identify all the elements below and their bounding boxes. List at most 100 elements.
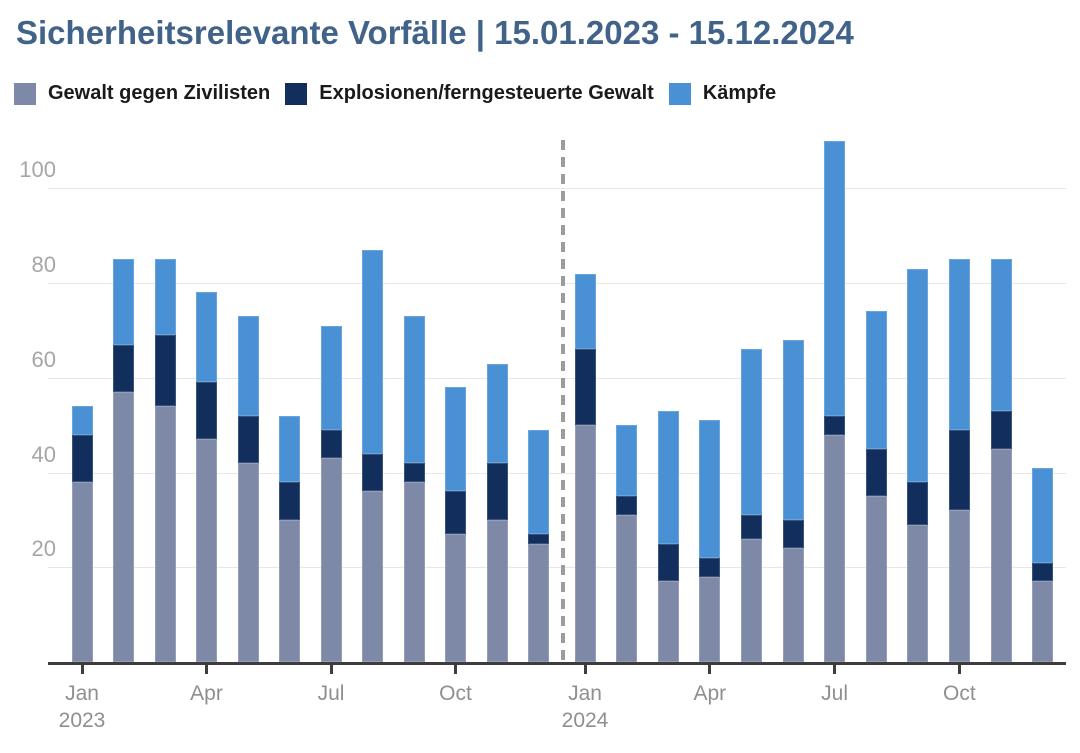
bar-segment: [528, 534, 549, 544]
bar-segment: [782, 339, 804, 520]
bar-segment: [237, 316, 259, 416]
bar-segment: [154, 335, 176, 407]
bar-segment: [740, 538, 762, 662]
bar-segment: [740, 515, 762, 539]
x-axis-line: [48, 662, 1066, 665]
x-axis-label: Jan 2024: [561, 682, 609, 732]
bar-segment: [782, 548, 804, 662]
bar-segment: [1032, 581, 1054, 662]
bar-segment: [865, 311, 887, 449]
bar-segment: [237, 463, 259, 662]
bar-segment: [237, 415, 259, 464]
legend-label: Gewalt gegen Zivilisten: [48, 82, 271, 104]
x-axis-tick: [708, 665, 712, 674]
y-axis-label: 20: [31, 536, 56, 562]
bar-segment: [948, 510, 970, 662]
bar-segment: [782, 519, 804, 549]
bar-segment: [657, 410, 679, 544]
bar-segment: [362, 249, 383, 454]
bar-segment: [445, 491, 466, 535]
bar-segment: [1032, 467, 1054, 563]
bar-segment: [154, 259, 176, 336]
bar-segment: [196, 292, 217, 383]
bar-segment: [907, 524, 929, 662]
bar-segment: [616, 496, 638, 516]
bar-segment: [403, 316, 425, 464]
bar-segment: [445, 387, 466, 492]
bar-segment: [616, 515, 638, 662]
bar-segment: [113, 259, 134, 345]
bar-segment: [362, 453, 383, 492]
y-axis-label: 60: [31, 346, 56, 372]
gridline: [48, 283, 1066, 284]
x-axis-label: Jul: [317, 682, 345, 705]
bar-segment: [948, 259, 970, 430]
bar-segment: [71, 406, 93, 435]
y-axis-label: 100: [19, 157, 56, 183]
bar-segment: [948, 429, 970, 511]
bar-segment: [279, 519, 300, 662]
bar-segment: [907, 268, 929, 482]
x-axis-tick: [583, 665, 587, 674]
bar-segment: [990, 448, 1012, 662]
bar-segment: [362, 491, 383, 662]
bar-segment: [279, 415, 300, 482]
legend-item: Gewalt gegen Zivilisten: [14, 82, 270, 105]
gridline: [48, 377, 1066, 379]
x-axis-label: Oct: [439, 682, 472, 705]
y-axis-label: 40: [31, 441, 56, 467]
bar-segment: [403, 463, 425, 482]
bar-segment: [320, 458, 342, 662]
y-axis-label: 80: [31, 252, 56, 277]
bar-segment: [907, 481, 929, 525]
bar-segment: [445, 534, 466, 662]
bar-segment: [699, 557, 721, 577]
year-divider-line: [561, 140, 565, 660]
bar-segment: [574, 273, 596, 350]
gridline: [48, 472, 1066, 474]
legend-label: Kämpfe: [702, 82, 777, 104]
x-axis-label: Jul: [821, 682, 849, 705]
legend-item: Explosionen/ferngesteuerte Gewalt: [285, 82, 654, 105]
legend-swatch-icon: [14, 82, 36, 105]
bar-segment: [279, 481, 300, 520]
bar-segment: [1032, 562, 1054, 582]
bar-segment: [486, 363, 508, 464]
bar-segment: [699, 420, 721, 558]
bar-segment: [824, 434, 846, 662]
bar-segment: [699, 576, 721, 662]
x-axis-label: Jan 2023: [58, 682, 106, 732]
bar-segment: [71, 434, 93, 482]
bar-segment: [528, 543, 549, 662]
x-axis-label: Apr: [190, 682, 223, 705]
bar-segment: [990, 259, 1012, 411]
bar-segment: [865, 448, 887, 497]
legend-item: Kämpfe: [668, 82, 777, 105]
bar-segment: [113, 344, 134, 392]
bar-segment: [865, 496, 887, 662]
bar-segment: [196, 382, 217, 440]
bar-segment: [990, 410, 1012, 449]
x-axis-tick: [80, 665, 84, 674]
bar-segment: [113, 391, 134, 662]
legend-swatch-icon: [285, 82, 308, 105]
bar-segment: [824, 415, 846, 435]
legend-swatch-icon: [668, 82, 691, 105]
bar-segment: [486, 519, 508, 662]
gridline: [48, 567, 1066, 569]
bar-segment: [740, 349, 762, 516]
bar-segment: [657, 581, 679, 662]
legend: Gewalt gegen Zivilisten Explosionen/ferng…: [14, 82, 776, 105]
bar-segment: [320, 429, 342, 459]
bar-segment: [403, 481, 425, 662]
bar-segment: [154, 406, 176, 662]
bar-segment: [616, 425, 638, 497]
x-axis-tick: [205, 665, 208, 674]
bar-segment: [320, 325, 342, 430]
chart-title: Sicherheitsrelevante Vorfälle | 15.01.20…: [16, 14, 854, 51]
x-axis-tick: [833, 665, 837, 674]
bar-segment: [824, 140, 846, 416]
bar-segment: [71, 481, 93, 662]
